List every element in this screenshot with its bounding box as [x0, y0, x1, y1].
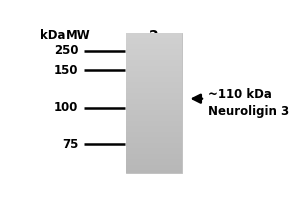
Bar	[129, 94, 179, 103]
Text: 75: 75	[62, 138, 78, 151]
Bar	[126, 33, 182, 173]
Bar	[129, 96, 179, 101]
Text: Neuroligin 3: Neuroligin 3	[208, 105, 290, 118]
Text: MW: MW	[65, 29, 90, 42]
Text: 2: 2	[149, 29, 159, 43]
Text: ~110 kDa: ~110 kDa	[208, 88, 272, 101]
Text: 150: 150	[54, 64, 78, 77]
Text: kDa: kDa	[40, 29, 65, 42]
Text: 100: 100	[54, 101, 78, 114]
Bar	[129, 98, 179, 100]
Text: 250: 250	[54, 44, 78, 57]
Bar	[129, 97, 179, 100]
